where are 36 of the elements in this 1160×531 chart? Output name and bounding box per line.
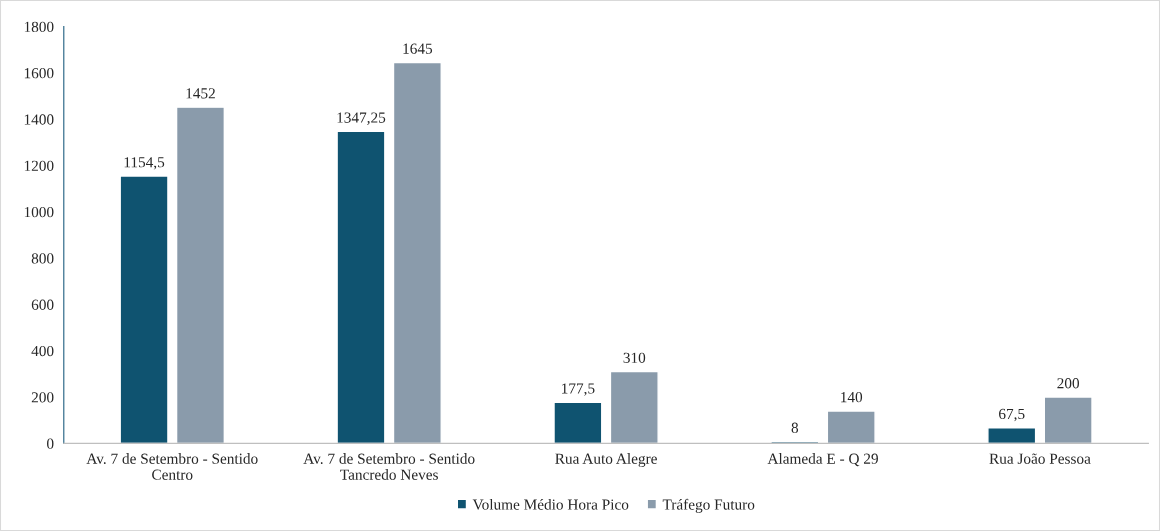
data-label: 177,5 <box>562 383 595 396</box>
y-tick-label: 600 <box>31 299 54 310</box>
y-tick-label: 1000 <box>24 206 54 218</box>
bar <box>119 175 169 444</box>
data-label: 1347,25 <box>337 112 386 125</box>
x-tick-label: Alameda E - Q 29 <box>767 453 878 467</box>
y-tick-label: 800 <box>31 253 54 264</box>
bar <box>336 130 386 444</box>
data-label: 8 <box>791 422 799 433</box>
data-label: 67,5 <box>999 408 1025 422</box>
data-label: 310 <box>623 352 646 363</box>
bar <box>553 401 603 444</box>
y-tick-label: 1600 <box>24 68 54 79</box>
x-tick-label: Rua João Pessoa <box>989 453 1091 464</box>
y-tick-label: 200 <box>31 392 54 403</box>
legend-label: Volume Médio Hora Pico <box>472 498 629 510</box>
legend-label: Tráfego Futuro <box>662 498 755 513</box>
data-label: 140 <box>841 392 863 403</box>
y-tick-label: 0 <box>47 438 54 449</box>
data-label: 200 <box>1057 378 1080 389</box>
x-tick-label: Av. 7 de Setembro - Sentido Tancredo Neves <box>303 453 475 480</box>
bar <box>609 370 659 444</box>
data-label: 1154,5 <box>124 157 165 170</box>
bar <box>175 106 226 444</box>
data-label: 1645 <box>403 43 433 54</box>
y-tick-label: 400 <box>31 345 54 357</box>
bar <box>1043 396 1093 444</box>
y-tick-label: 1200 <box>24 160 54 171</box>
y-tick-label: 1800 <box>24 21 54 32</box>
data-label: 1452 <box>186 88 215 99</box>
x-tick-label: Av. 7 de Setembro - Sentido Centro <box>86 453 258 480</box>
bar <box>987 427 1037 444</box>
y-tick-label: 1400 <box>24 114 54 125</box>
bar <box>392 61 442 444</box>
x-tick-label: Rua Auto Alegre <box>555 453 657 468</box>
bar <box>826 410 876 444</box>
